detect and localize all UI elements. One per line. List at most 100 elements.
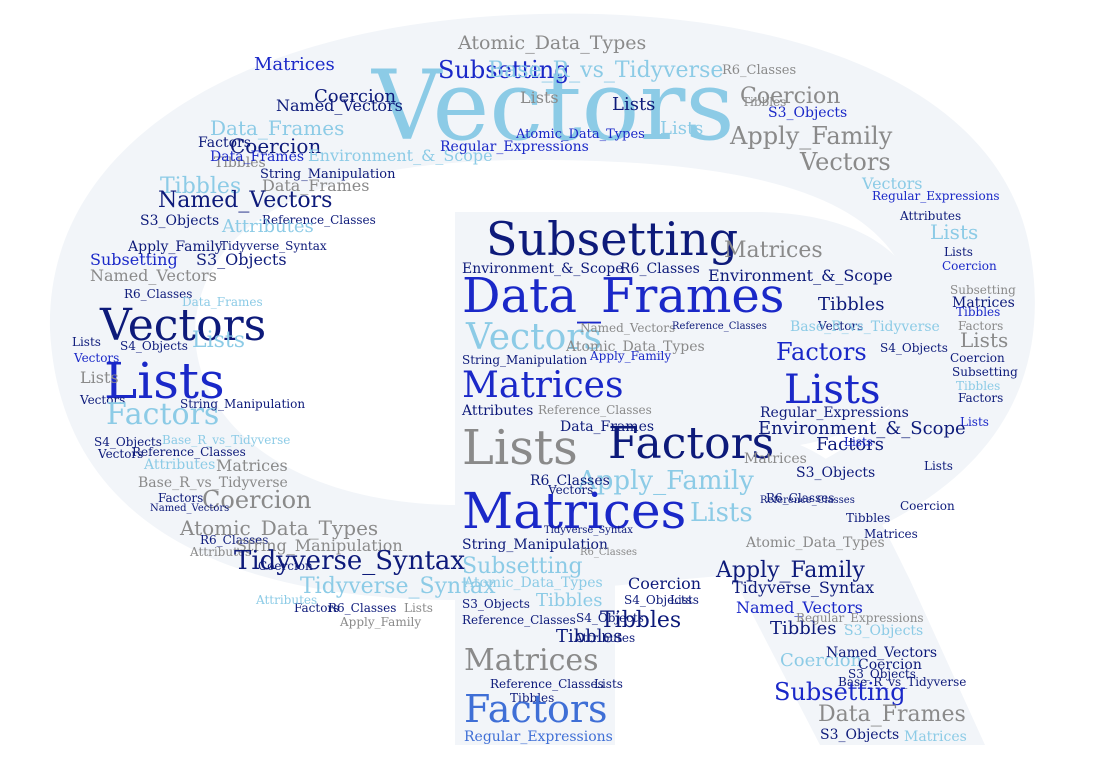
word-tibbles: Tibbles bbox=[956, 305, 1001, 319]
word-apply-family: Apply_Family bbox=[716, 558, 865, 583]
word-regular-expressions: Regular_Expressions bbox=[872, 189, 1000, 203]
word-atomic-data-types: Atomic_Data_Types bbox=[516, 127, 645, 142]
word-s4-objects: S4_Objects bbox=[624, 593, 692, 607]
word-s4-objects: S4_Objects bbox=[94, 435, 162, 449]
word-lists: Lists bbox=[462, 420, 578, 476]
word-subsetting: Subsetting bbox=[90, 250, 178, 269]
word-factors: Factors bbox=[816, 434, 884, 455]
word-s3-objects: S3_Objects bbox=[796, 465, 876, 481]
word-attributes: Attributes bbox=[574, 631, 636, 645]
word-named-vectors: Named_Vectors bbox=[158, 188, 333, 213]
word-atomic-data-types: Atomic_Data_Types bbox=[746, 535, 885, 551]
word-r6-classes: R6_Classes bbox=[124, 287, 193, 301]
word-tibbles: Tibbles bbox=[556, 626, 623, 647]
word-subsetting: Subsetting bbox=[952, 365, 1018, 379]
word-base-r-vs-tidyverse: Base_R_vs_Tidyverse bbox=[790, 319, 940, 335]
word-data-frames: Data_Frames bbox=[210, 149, 305, 165]
word-r6-classes: R6_Classes bbox=[620, 261, 700, 277]
word-data-frames: Data_Frames bbox=[818, 702, 966, 727]
word-matrices: Matrices bbox=[864, 527, 918, 541]
word-matrices: Matrices bbox=[216, 456, 288, 475]
word-s3-objects: S3_Objects bbox=[768, 105, 848, 121]
word-coercion: Coercion bbox=[740, 84, 841, 109]
word-lists: Lists bbox=[192, 328, 246, 353]
word-coercion: Coercion bbox=[950, 351, 1005, 365]
word-lists: Lists bbox=[72, 335, 101, 349]
word-reference-classes: Reference_Classes bbox=[672, 321, 767, 332]
word-named-vectors: Named_Vectors bbox=[580, 321, 676, 335]
word-attributes: Attributes bbox=[462, 403, 534, 419]
word-vectors: Vectors bbox=[74, 351, 120, 365]
word-data-frames: Data_Frames bbox=[560, 419, 655, 435]
word-matrices: Matrices bbox=[464, 643, 599, 678]
word-string-manipulation: String_Manipulation bbox=[462, 353, 588, 367]
word-atomic-data-types: Atomic_Data_Types bbox=[458, 32, 647, 54]
word-lists: Lists bbox=[960, 328, 1009, 352]
word-tibbles: Tibbles bbox=[214, 155, 266, 171]
word-vectors: Vectors bbox=[80, 393, 126, 407]
word-matrices: Matrices bbox=[254, 54, 335, 75]
word-coercion: Coercion bbox=[628, 574, 702, 593]
word-named-vectors: Named_Vectors bbox=[736, 598, 863, 617]
word-s4-objects: S4_Objects bbox=[120, 339, 188, 353]
word-regular-expressions: Regular_Expressions bbox=[440, 139, 589, 155]
word-string-manipulation: String_Manipulation bbox=[260, 167, 396, 182]
word-lists: Lists bbox=[80, 368, 119, 387]
word-s3-objects: S3_Objects bbox=[140, 213, 220, 229]
word-lists: Lists bbox=[784, 367, 881, 413]
word-reference-classes: Reference_Classes bbox=[262, 213, 376, 227]
word-r6-classes: R6_Classes bbox=[200, 533, 269, 547]
word-base-r-vs-tidyverse: Base_R_vs_Tidyverse bbox=[838, 675, 967, 689]
word-environment-scope: Environment_&_Scope bbox=[308, 146, 493, 165]
word-factors: Factors bbox=[776, 338, 867, 366]
word-string-manipulation: String_Manipulation bbox=[236, 536, 403, 555]
word-subsetting: Subsetting bbox=[462, 554, 583, 579]
word-factors: Factors bbox=[198, 135, 251, 151]
word-coercion: Coercion bbox=[258, 559, 313, 573]
word-matrices: Matrices bbox=[462, 365, 624, 406]
word-apply-family: Apply_Family bbox=[128, 239, 223, 255]
word-factors: Factors bbox=[158, 491, 204, 505]
word-lists: Lists bbox=[520, 88, 559, 107]
word-string-manipulation: String_Manipulation bbox=[462, 537, 608, 553]
word-regular-expressions: Regular_Expressions bbox=[796, 611, 924, 625]
word-attributes: Attributes bbox=[190, 545, 252, 559]
word-r6-classes: R6_Classes bbox=[722, 63, 797, 78]
word-named-vectors: Named_Vectors bbox=[150, 503, 230, 514]
word-matrices: Matrices bbox=[952, 295, 1015, 311]
word-coercion: Coercion bbox=[900, 499, 955, 513]
word-named-vectors: Named_Vectors bbox=[276, 96, 403, 115]
word-matrices: Matrices bbox=[904, 729, 967, 745]
word-vectors: Vectors bbox=[862, 174, 923, 193]
word-reference-classes: Reference_Classes bbox=[490, 677, 604, 691]
word-vectors: Vectors bbox=[548, 483, 594, 497]
word-subsetting: Subsetting bbox=[486, 212, 739, 266]
word-environment-scope: Environment_&_Scope bbox=[708, 266, 893, 285]
word-base-r-vs-tidyverse: Base_R_vs_Tidyverse bbox=[162, 433, 291, 447]
word-lists: Lists bbox=[104, 352, 225, 410]
word-tibbles: Tibbles bbox=[956, 379, 1001, 393]
word-vectors: Vectors bbox=[800, 148, 891, 176]
word-lists: Lists bbox=[660, 118, 704, 139]
word-lists: Lists bbox=[690, 498, 753, 528]
word-lists: Lists bbox=[930, 220, 979, 244]
word-matrices: Matrices bbox=[744, 451, 807, 467]
word-base-r-vs-tidyverse: Base_R_vs_Tidyverse bbox=[488, 58, 724, 83]
word-tibbles: Tibbles bbox=[536, 590, 603, 611]
word-tibbles: Tibbles bbox=[160, 174, 242, 199]
word-vectors: Vectors bbox=[372, 50, 735, 162]
word-coercion: Coercion bbox=[780, 650, 863, 671]
word-environment-scope: Environment_&_Scope bbox=[462, 261, 624, 277]
word-atomic-data-types: Atomic_Data_Types bbox=[566, 339, 705, 355]
word-tibbles: Tibbles bbox=[510, 691, 555, 705]
word-lists: Lists bbox=[924, 459, 953, 473]
word-lists: Lists bbox=[612, 94, 656, 115]
word-coercion: Coercion bbox=[314, 86, 397, 107]
word-atomic-data-types: Atomic_Data_Types bbox=[180, 516, 379, 540]
word-subsetting: Subsetting bbox=[438, 56, 570, 84]
word-r6-classes: R6_Classes bbox=[328, 601, 397, 615]
word-subsetting: Subsetting bbox=[950, 283, 1016, 297]
word-factors: Factors bbox=[958, 319, 1004, 333]
word-lists: Lists bbox=[844, 435, 873, 449]
